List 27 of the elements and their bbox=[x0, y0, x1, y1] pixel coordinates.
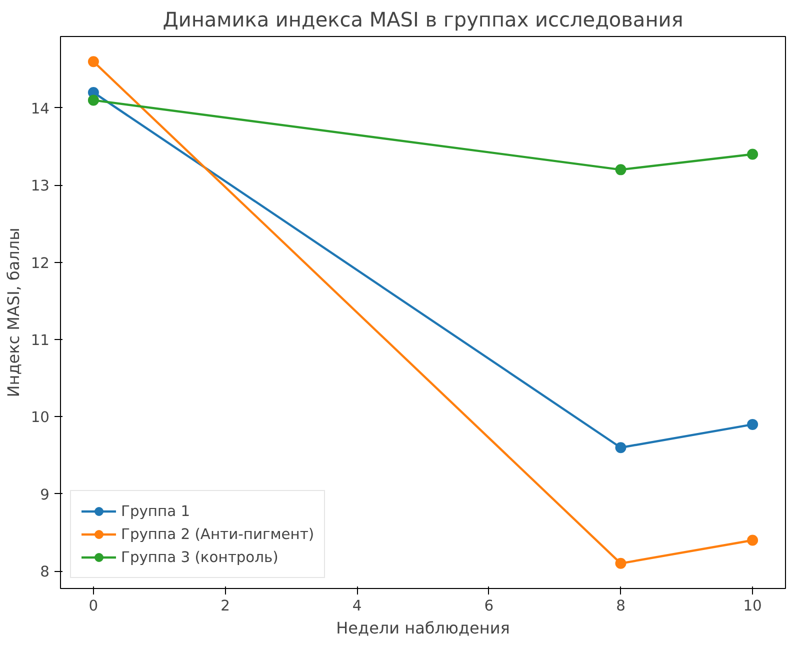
x-tick-label: 4 bbox=[352, 598, 362, 614]
x-axis-title: Недели наблюдения bbox=[336, 618, 510, 638]
point bbox=[615, 164, 626, 176]
legend-label: Группа 3 (контроль) bbox=[121, 548, 278, 566]
y-tick-label: 14 bbox=[30, 100, 50, 118]
y-tick-label: 11 bbox=[30, 332, 50, 350]
y-tick-label: 8 bbox=[40, 564, 50, 581]
point bbox=[747, 148, 758, 160]
point bbox=[615, 442, 626, 454]
x-tick-label: 0 bbox=[88, 598, 98, 614]
point bbox=[88, 56, 99, 68]
y-tick-label: 10 bbox=[30, 409, 50, 426]
legend-label: Группа 1 bbox=[121, 502, 190, 520]
point bbox=[615, 558, 626, 569]
point bbox=[88, 94, 99, 106]
point bbox=[747, 418, 758, 430]
x-tick-label: 10 bbox=[743, 598, 762, 614]
y-tick-label: 13 bbox=[30, 178, 50, 195]
y-tick-label: 9 bbox=[40, 486, 50, 504]
chart-title: Динамика индекса MASI в группах исследования bbox=[162, 8, 684, 32]
y-tick-label: 12 bbox=[30, 254, 50, 272]
x-tick-label: 8 bbox=[616, 598, 626, 614]
x-tick-label: 6 bbox=[484, 598, 494, 614]
point bbox=[747, 534, 758, 546]
legend-label: Группа 2 (Анти-пигмент) bbox=[121, 526, 314, 542]
x-tick-label: 2 bbox=[220, 598, 230, 614]
y-axis-title: Индекс MASI, баллы bbox=[4, 228, 23, 398]
